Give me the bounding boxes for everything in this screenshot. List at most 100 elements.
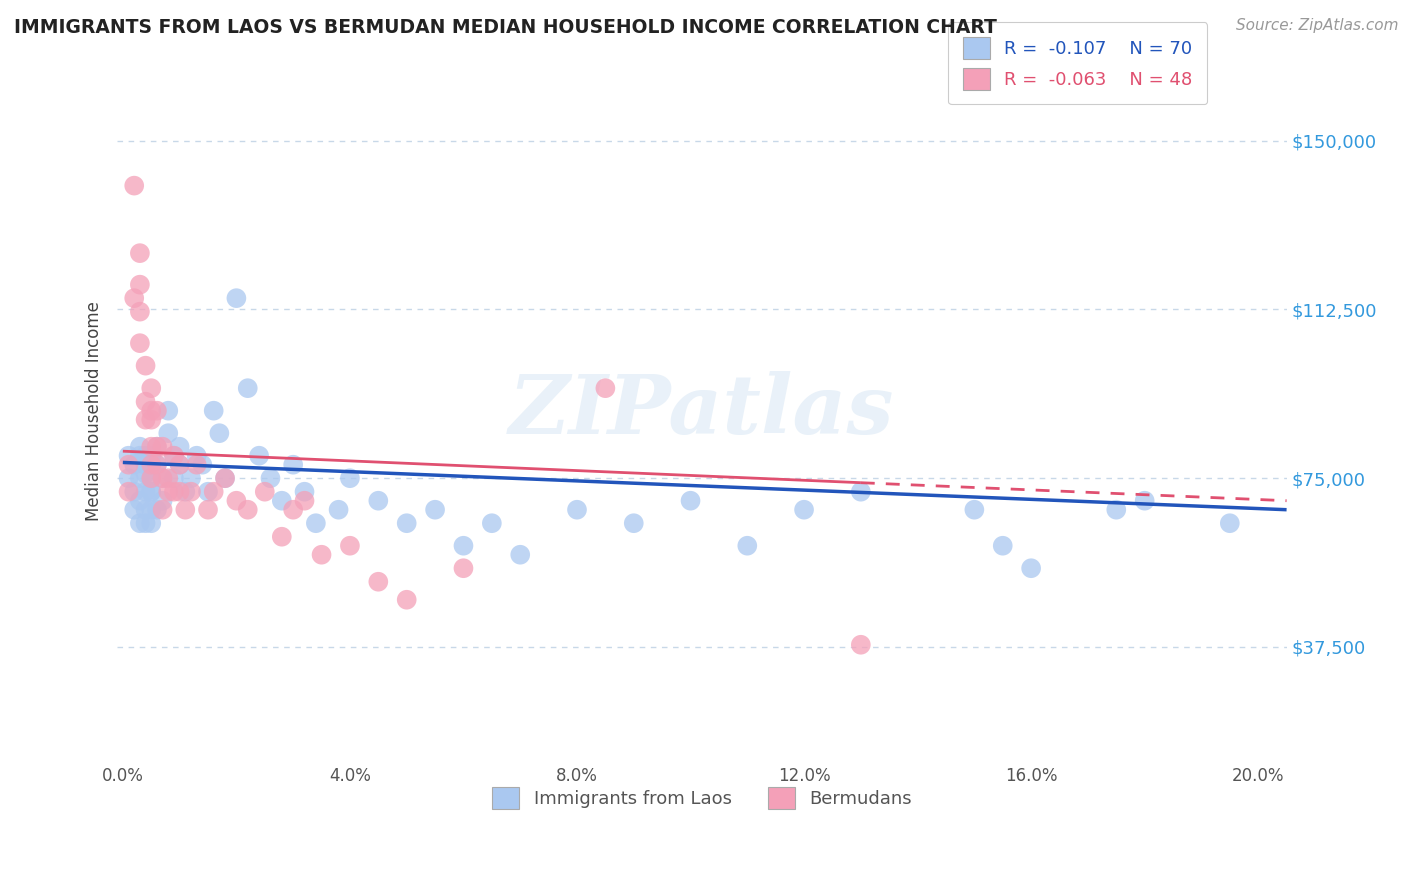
- Point: [141, 484, 163, 499]
- Point: [236, 381, 259, 395]
- Point: [141, 403, 163, 417]
- Point: [122, 291, 145, 305]
- Point: [1019, 561, 1042, 575]
- Point: [1133, 493, 1156, 508]
- Point: [146, 458, 169, 472]
- Point: [117, 449, 139, 463]
- Point: [141, 458, 163, 472]
- Point: [253, 484, 276, 499]
- Point: [135, 467, 157, 481]
- Point: [214, 471, 236, 485]
- Point: [180, 484, 202, 499]
- Point: [157, 484, 180, 499]
- Point: [141, 381, 163, 395]
- Point: [141, 516, 163, 531]
- Point: [163, 484, 186, 499]
- Point: [481, 516, 503, 531]
- Point: [135, 458, 157, 472]
- Text: IMMIGRANTS FROM LAOS VS BERMUDAN MEDIAN HOUSEHOLD INCOME CORRELATION CHART: IMMIGRANTS FROM LAOS VS BERMUDAN MEDIAN …: [14, 18, 997, 37]
- Point: [146, 440, 169, 454]
- Point: [152, 471, 174, 485]
- Point: [423, 502, 446, 516]
- Point: [152, 493, 174, 508]
- Point: [169, 440, 191, 454]
- Point: [679, 493, 702, 508]
- Point: [186, 449, 208, 463]
- Point: [283, 458, 305, 472]
- Point: [595, 381, 617, 395]
- Point: [395, 516, 418, 531]
- Point: [128, 304, 150, 318]
- Point: [135, 449, 157, 463]
- Point: [849, 638, 872, 652]
- Text: Source: ZipAtlas.com: Source: ZipAtlas.com: [1236, 18, 1399, 33]
- Point: [128, 516, 150, 531]
- Point: [509, 548, 531, 562]
- Point: [135, 516, 157, 531]
- Point: [202, 484, 225, 499]
- Point: [152, 471, 174, 485]
- Point: [135, 394, 157, 409]
- Point: [963, 502, 986, 516]
- Point: [793, 502, 815, 516]
- Point: [186, 458, 208, 472]
- Point: [197, 502, 219, 516]
- Point: [128, 449, 150, 463]
- Point: [395, 592, 418, 607]
- Point: [117, 458, 139, 472]
- Point: [367, 574, 389, 589]
- Point: [141, 471, 163, 485]
- Point: [294, 493, 316, 508]
- Point: [208, 426, 231, 441]
- Point: [174, 484, 197, 499]
- Point: [453, 539, 475, 553]
- Point: [991, 539, 1014, 553]
- Point: [135, 484, 157, 499]
- Point: [311, 548, 333, 562]
- Point: [247, 449, 270, 463]
- Point: [128, 471, 150, 485]
- Point: [128, 246, 150, 260]
- Legend: Immigrants from Laos, Bermudans: Immigrants from Laos, Bermudans: [485, 780, 920, 816]
- Point: [180, 471, 202, 485]
- Point: [339, 539, 361, 553]
- Point: [146, 440, 169, 454]
- Point: [191, 458, 214, 472]
- Point: [174, 502, 197, 516]
- Point: [737, 539, 759, 553]
- Point: [225, 291, 247, 305]
- Point: [122, 484, 145, 499]
- Point: [157, 426, 180, 441]
- Point: [163, 449, 186, 463]
- Point: [565, 502, 588, 516]
- Point: [146, 458, 169, 472]
- Point: [117, 484, 139, 499]
- Point: [259, 471, 281, 485]
- Text: ZIPatlas: ZIPatlas: [509, 371, 894, 450]
- Point: [202, 403, 225, 417]
- Point: [135, 359, 157, 373]
- Point: [146, 403, 169, 417]
- Point: [135, 502, 157, 516]
- Point: [339, 471, 361, 485]
- Point: [128, 440, 150, 454]
- Point: [197, 484, 219, 499]
- Point: [141, 502, 163, 516]
- Point: [157, 471, 180, 485]
- Point: [169, 458, 191, 472]
- Point: [849, 484, 872, 499]
- Point: [453, 561, 475, 575]
- Point: [135, 413, 157, 427]
- Point: [1219, 516, 1241, 531]
- Point: [163, 471, 186, 485]
- Point: [141, 413, 163, 427]
- Point: [122, 502, 145, 516]
- Point: [367, 493, 389, 508]
- Point: [152, 502, 174, 516]
- Point: [623, 516, 645, 531]
- Point: [146, 502, 169, 516]
- Point: [169, 458, 191, 472]
- Point: [141, 449, 163, 463]
- Point: [236, 502, 259, 516]
- Point: [283, 502, 305, 516]
